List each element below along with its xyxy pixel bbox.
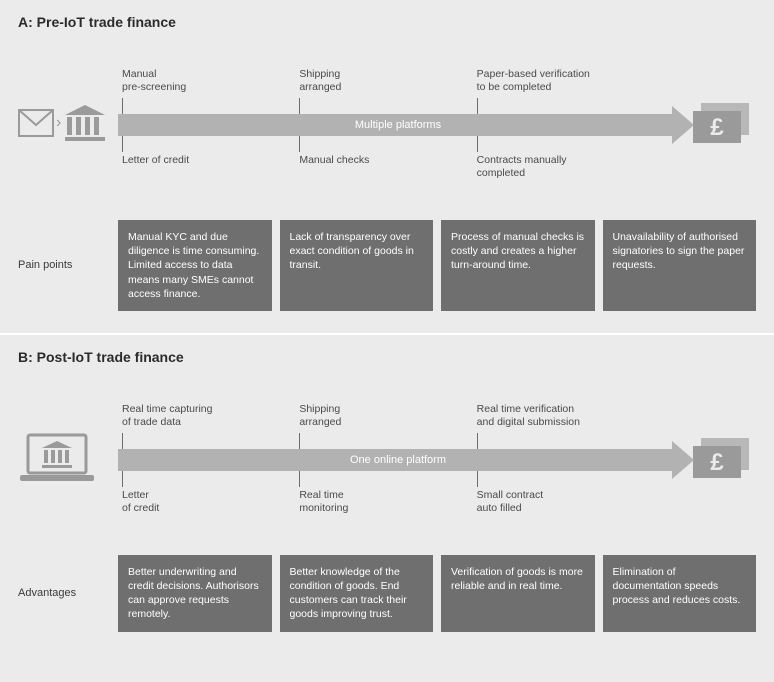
svg-text:£: £ xyxy=(710,114,724,141)
flow-arrow-a: Multiple platforms Manual pre-screening … xyxy=(118,68,678,178)
bank-icon xyxy=(63,103,107,143)
tick-label: Real time capturing of trade data xyxy=(122,403,212,429)
pain-point-box: Manual KYC and due diligence is time con… xyxy=(118,220,272,311)
boxes-row-a: Pain points Manual KYC and due diligence… xyxy=(18,220,756,311)
tick-label: Manual pre-screening xyxy=(122,68,186,94)
tick-label: Shipping arranged xyxy=(299,403,341,429)
chevron-right-icon: › xyxy=(56,114,61,132)
arrow-head-icon xyxy=(672,106,694,144)
advantage-box: Better knowledge of the condition of goo… xyxy=(280,555,434,632)
tick-line-icon xyxy=(122,471,123,487)
advantage-box: Verification of goods is more reliable a… xyxy=(441,555,595,632)
pain-point-box: Process of manual checks is costly and c… xyxy=(441,220,595,311)
advantage-box: Better underwriting and credit decisions… xyxy=(118,555,272,632)
tick-label: Contracts manually completed xyxy=(477,154,567,180)
svg-text:£: £ xyxy=(710,449,724,476)
money-pound-icon: £ xyxy=(691,436,751,480)
tick-label: Manual checks xyxy=(299,154,369,167)
boxes-label-a: Pain points xyxy=(18,220,118,311)
tick-label: Shipping arranged xyxy=(299,68,341,94)
panel-post-iot: B: Post-IoT trade finance One online pla… xyxy=(0,333,774,654)
tick-line-icon xyxy=(477,136,478,152)
flow-row-a: › Multiple platforms Manual pre-screenin… xyxy=(18,68,756,178)
ticks-b: Real time capturing of trade data Letter… xyxy=(118,403,650,513)
tick-label: Real time verification and digital submi… xyxy=(477,403,580,429)
panel-a-left-icon: › xyxy=(18,103,110,143)
laptop-bank-icon xyxy=(18,431,96,485)
tick-line-icon xyxy=(299,471,300,487)
boxes-row-b: Advantages Better underwriting and credi… xyxy=(18,555,756,632)
panel-a-title: A: Pre-IoT trade finance xyxy=(18,14,756,30)
panel-b-right-icon: £ xyxy=(686,436,756,480)
tick-line-icon xyxy=(122,136,123,152)
money-pound-icon: £ xyxy=(691,101,751,145)
tick-label: Real time monitoring xyxy=(299,489,348,515)
tick-label: Letter of credit xyxy=(122,154,189,167)
tick-label: Paper-based verification to be completed xyxy=(477,68,590,94)
ticks-a: Manual pre-screening Letter of credit Sh… xyxy=(118,68,650,178)
tick-line-icon xyxy=(122,98,123,114)
tick-col: Real time verification and digital submi… xyxy=(473,403,650,513)
tick-line-icon xyxy=(477,433,478,449)
tick-line-icon xyxy=(299,433,300,449)
advantage-box: Elimination of documentation speeds proc… xyxy=(603,555,757,632)
envelope-icon xyxy=(18,109,54,137)
arrow-head-icon xyxy=(672,441,694,479)
tick-label: Small contract auto filled xyxy=(477,489,544,515)
panel-pre-iot: A: Pre-IoT trade finance › Multiple plat… xyxy=(0,0,774,333)
tick-line-icon xyxy=(299,136,300,152)
panel-a-right-icon: £ xyxy=(686,101,756,145)
flow-row-b: One online platform Real time capturing … xyxy=(18,403,756,513)
pain-point-box: Lack of transparency over exact conditio… xyxy=(280,220,434,311)
boxes-label-b: Advantages xyxy=(18,555,118,632)
tick-col: Manual pre-screening Letter of credit xyxy=(118,68,295,178)
pain-point-box: Unavailability of authorised signatories… xyxy=(603,220,757,311)
tick-col: Paper-based verification to be completed… xyxy=(473,68,650,178)
boxes-b: Better underwriting and credit decisions… xyxy=(118,555,756,632)
tick-line-icon xyxy=(477,471,478,487)
tick-line-icon xyxy=(122,433,123,449)
tick-label: Letter of credit xyxy=(122,489,159,515)
tick-col: Shipping arranged Real time monitoring xyxy=(295,403,472,513)
tick-col: Real time capturing of trade data Letter… xyxy=(118,403,295,513)
flow-arrow-b: One online platform Real time capturing … xyxy=(118,403,678,513)
boxes-a: Manual KYC and due diligence is time con… xyxy=(118,220,756,311)
tick-line-icon xyxy=(477,98,478,114)
panel-b-title: B: Post-IoT trade finance xyxy=(18,349,756,365)
tick-line-icon xyxy=(299,98,300,114)
tick-col: Shipping arranged Manual checks xyxy=(295,68,472,178)
panel-b-left-icon xyxy=(18,431,110,485)
